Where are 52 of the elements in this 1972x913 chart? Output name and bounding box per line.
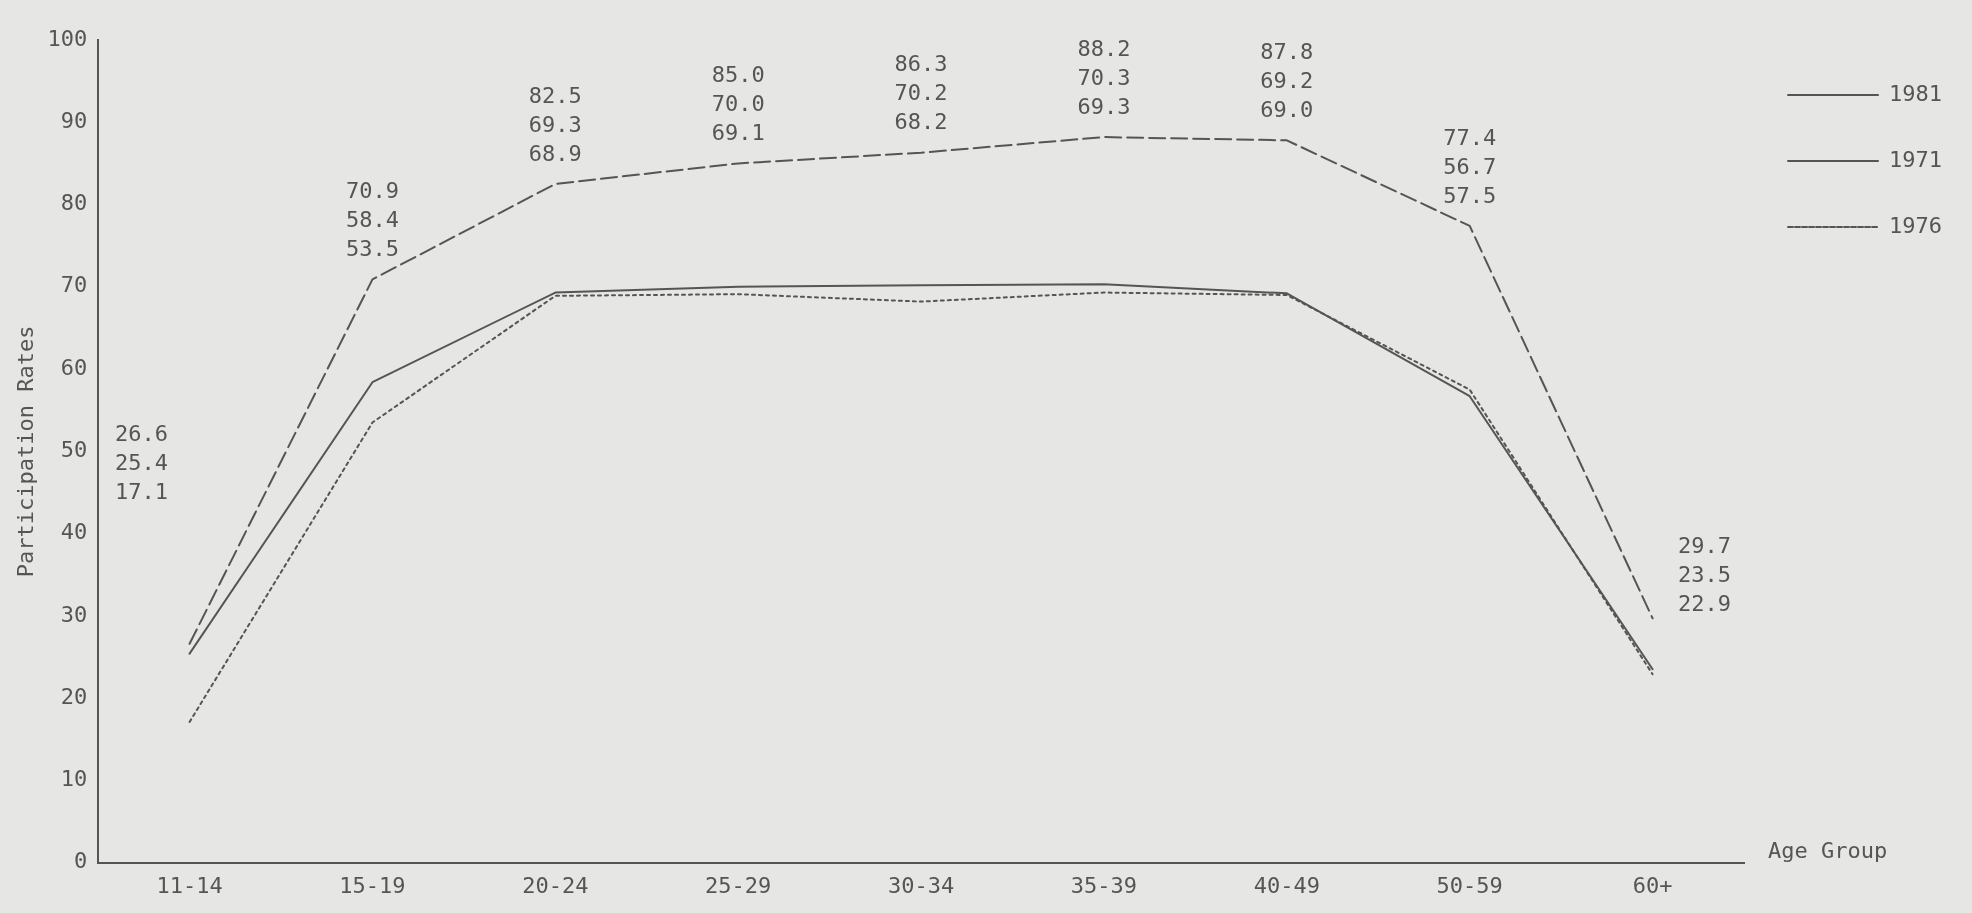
y-tick-label: 60 (60, 354, 88, 380)
y-tick-label: 10 (60, 766, 88, 792)
x-tick-label: 35-39 (1070, 872, 1138, 898)
legend-label: 1976 (1889, 212, 1942, 238)
annotation: 86.3 (894, 51, 948, 77)
annotation: 25.4 (115, 449, 169, 475)
y-tick-label: 50 (60, 437, 88, 463)
annotation: 22.9 (1678, 591, 1732, 617)
y-tick-label: 80 (60, 190, 88, 216)
annotation: 70.2 (894, 80, 948, 106)
x-tick-label: 30-34 (887, 872, 955, 898)
annotation: 17.1 (115, 478, 169, 504)
annotation: 70.3 (1077, 64, 1131, 90)
annotation: 82.5 (528, 82, 582, 108)
y-axis-title: Participation Rates (12, 325, 38, 578)
y-tick-label: 30 (60, 601, 88, 627)
x-tick-label: 60+ (1632, 872, 1673, 898)
annotation: 53.5 (345, 236, 399, 262)
annotation: 88.2 (1077, 35, 1131, 61)
annotation: 69.3 (1077, 93, 1131, 119)
y-tick-label: 70 (60, 272, 88, 298)
x-tick-label: 40-49 (1253, 872, 1320, 898)
annotation: 23.5 (1678, 562, 1732, 588)
annotation: 85.0 (711, 62, 765, 88)
x-tick-label: 20-24 (522, 872, 589, 898)
annotation: 87.8 (1260, 39, 1314, 65)
annotation: 68.2 (894, 109, 948, 135)
y-tick-label: 40 (60, 519, 88, 545)
annotation: 77.4 (1443, 124, 1497, 150)
annotation: 69.2 (1260, 68, 1314, 94)
annotation: 69.1 (711, 120, 765, 146)
annotation: 26.6 (115, 420, 169, 446)
annotation: 57.5 (1443, 182, 1497, 208)
annotation: 70.9 (345, 178, 399, 204)
annotation: 29.7 (1678, 533, 1732, 559)
annotation: 58.4 (345, 207, 399, 233)
x-tick-label: 15-19 (339, 872, 406, 898)
annotation: 70.0 (711, 91, 765, 117)
legend-label: 1981 (1889, 80, 1942, 106)
x-tick-label: 50-59 (1436, 872, 1503, 898)
y-tick-label: 0 (73, 848, 88, 874)
annotation: 69.0 (1260, 97, 1314, 123)
annotation: 69.3 (528, 111, 582, 137)
x-axis-title: Age Group (1768, 838, 1888, 864)
annotation: 56.7 (1443, 153, 1497, 179)
y-tick-label: 20 (60, 683, 88, 709)
annotation: 68.9 (528, 140, 582, 166)
y-tick-label: 100 (47, 25, 88, 51)
x-tick-label: 25-29 (705, 872, 772, 898)
y-tick-label: 90 (60, 107, 88, 133)
x-tick-label: 11-14 (156, 872, 223, 898)
legend-label: 1971 (1889, 146, 1942, 172)
